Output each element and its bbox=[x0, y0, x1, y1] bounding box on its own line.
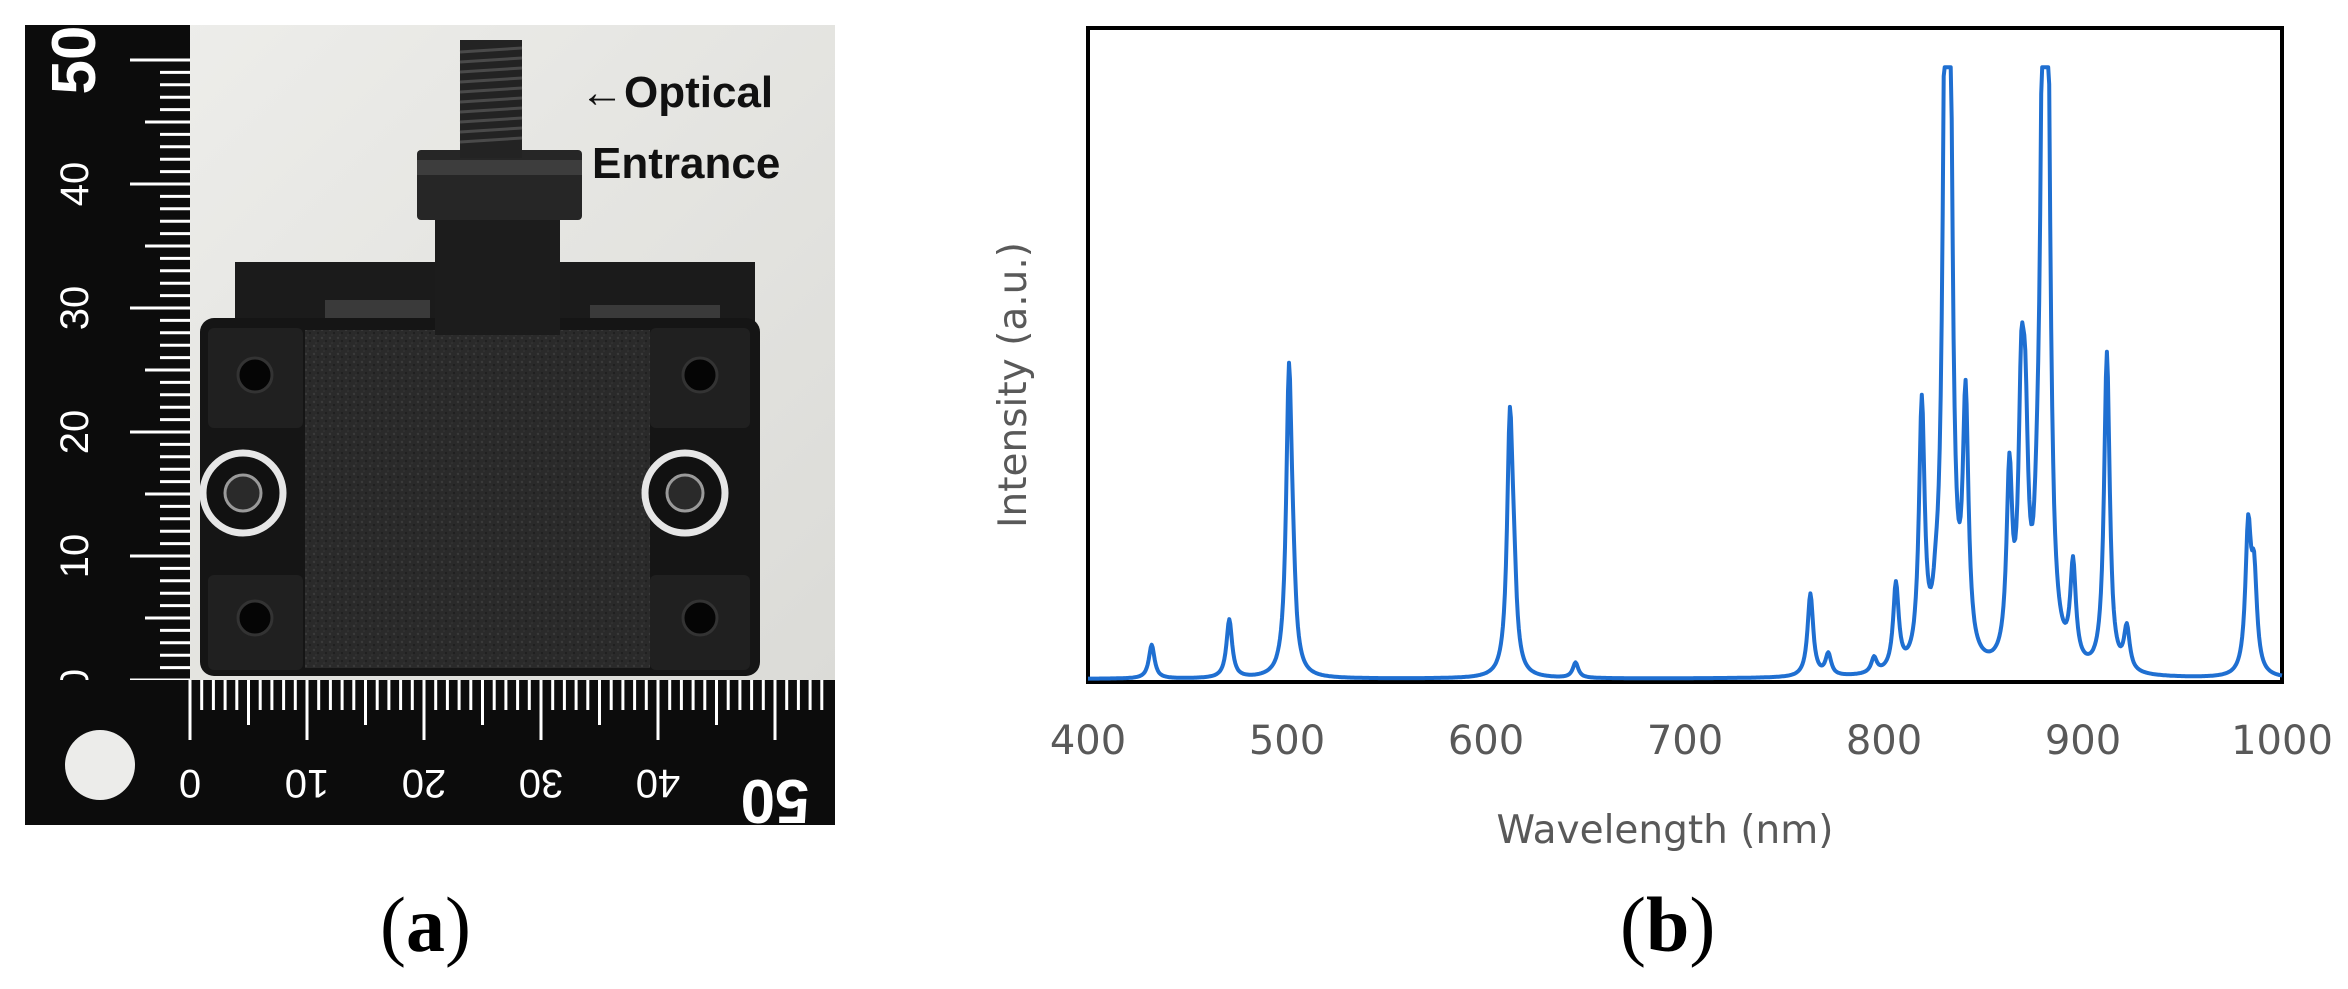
device-photo: 0 10 20 30 40 50 0 10 20 30 40 50 bbox=[25, 25, 835, 830]
panel-b-label: (b) bbox=[1620, 881, 1716, 968]
x-tick-label: 600 bbox=[1448, 718, 1524, 764]
ruler-horizontal-label: 30 bbox=[519, 761, 564, 805]
device-body bbox=[199, 40, 760, 676]
x-axis-label: Wavelength (nm) bbox=[1497, 808, 1834, 853]
annotation-line1: ←Optical bbox=[580, 68, 773, 117]
panel-a-label: (a) bbox=[380, 881, 471, 968]
x-tick-label: 700 bbox=[1647, 718, 1723, 764]
y-axis-label: Intensity (a.u.) bbox=[991, 242, 1036, 528]
ruler-vertical-label: 20 bbox=[53, 410, 97, 455]
annotation-arrow: ← bbox=[580, 68, 624, 117]
panel-a: 0 10 20 30 40 50 0 10 20 30 40 50 bbox=[0, 0, 860, 989]
ruler-horizontal-label: 10 bbox=[285, 761, 330, 805]
horizontal-ruler: 0 10 20 30 40 50 bbox=[25, 680, 835, 830]
textured-plate bbox=[305, 330, 650, 668]
x-tick-label: 1000 bbox=[2231, 718, 2333, 764]
x-tick-label: 500 bbox=[1249, 718, 1325, 764]
spectrum-series-line bbox=[1087, 65, 2283, 681]
annotation-line2: Entrance bbox=[592, 139, 780, 188]
panel-b: 400 500 600 700 800 900 1000 Wavelength (nm) I… bbox=[980, 0, 2348, 989]
x-tick-label: 900 bbox=[2045, 718, 2121, 764]
ruler-hole bbox=[65, 730, 135, 800]
plot-area-frame bbox=[1086, 26, 2284, 684]
ruler-horizontal-label: 50 bbox=[741, 766, 810, 830]
ruler-horizontal-label: 0 bbox=[179, 761, 201, 805]
ruler-horizontal-label: 20 bbox=[402, 761, 447, 805]
optical-connector bbox=[459, 40, 523, 158]
ruler-vertical-label: 30 bbox=[53, 286, 97, 331]
x-tick-label: 800 bbox=[1846, 718, 1922, 764]
spectrum-chart: 400 500 600 700 800 900 1000 Wavelength (nm) I… bbox=[991, 26, 2333, 853]
ruler-horizontal-label: 40 bbox=[636, 761, 681, 805]
ruler-vertical-label: 10 bbox=[53, 534, 97, 579]
x-tick-label: 400 bbox=[1050, 718, 1126, 764]
ruler-vertical-label: 40 bbox=[53, 162, 97, 207]
ruler-vertical-label: 50 bbox=[40, 26, 109, 95]
